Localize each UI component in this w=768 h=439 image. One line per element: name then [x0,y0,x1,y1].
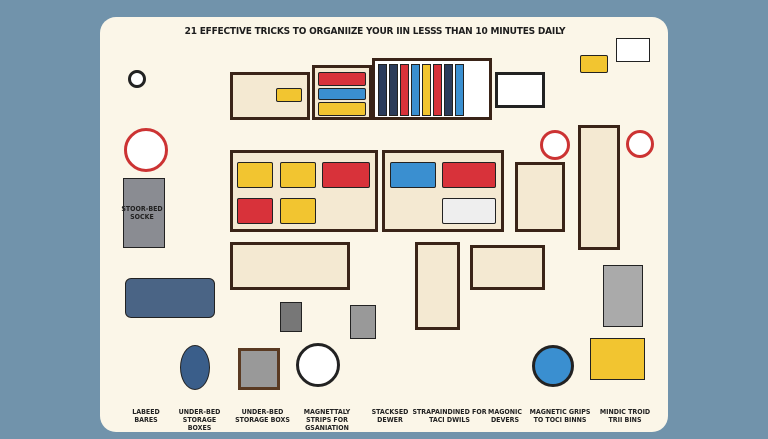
basket [390,162,436,188]
low-shelf [230,242,350,290]
caption: STACKSED DEWER [371,408,409,424]
binder [378,64,387,116]
storage-bin [318,88,366,100]
caption: MAGONIC DEVERS [488,408,522,424]
binder [455,64,464,116]
binder [422,64,431,116]
calendar [616,38,650,62]
mirror [180,345,210,390]
binder [400,64,409,116]
storage-bin-stack [590,338,645,380]
storage-bin [580,55,608,73]
sofa [125,278,215,318]
storage-bin [318,102,366,116]
caption: LABEED BARES [132,408,160,424]
binder [389,64,398,116]
trash-can [280,302,302,332]
basket [237,162,273,188]
caption: STRAPAINDINED FOR TACI DWILS [412,408,487,424]
caption: UNDER-BED STORAGE BOXES [178,408,221,432]
storage-bin [318,72,366,86]
infographic-title: 21 EFFECTIVE TRICKS TO ORGANIIZE YOUR II… [184,26,566,37]
wall-clock [626,130,654,158]
storage-box [238,348,280,390]
basket [237,198,273,224]
binder [433,64,442,116]
basket [442,162,496,188]
trash-can [350,305,376,339]
drawer-unit [415,242,460,330]
low-shelf [470,245,545,290]
gauge-clock [532,345,574,387]
wall-clock [124,128,168,172]
binder [444,64,453,116]
storage-bin [276,88,302,102]
bookshelf [515,162,565,232]
caption: MAGNETTALY STRIPS FOR GSANIATION [303,408,351,432]
binder [411,64,420,116]
monitor [495,72,545,108]
caption: MINDIC TROID TRII BINS [599,408,651,424]
drawer-cabinet [123,178,165,248]
basket [280,198,316,224]
wall-clock [296,343,340,387]
caption: UNDER-BED STORAGE BOXS [235,408,290,424]
caption: MAGNETIC GRIPS TO TOCI BINNS [529,408,591,424]
drawer-stack [603,265,643,327]
alarm-clock [540,130,570,160]
side-label: STOOR-BED SOCKE [121,205,163,221]
small-clock [128,70,146,88]
basket [322,162,370,188]
basket [442,198,496,224]
tall-bookshelf [578,125,620,250]
basket [280,162,316,188]
